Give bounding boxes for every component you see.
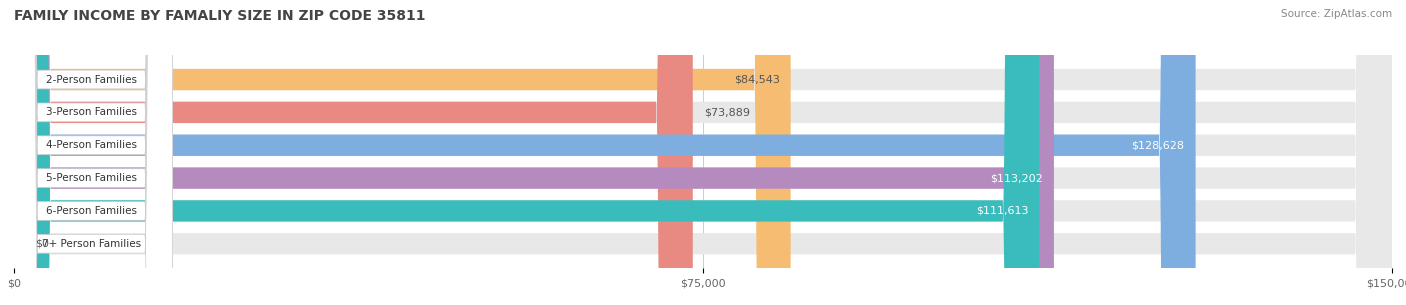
FancyBboxPatch shape bbox=[10, 0, 173, 305]
FancyBboxPatch shape bbox=[14, 0, 1392, 305]
FancyBboxPatch shape bbox=[14, 0, 1392, 305]
Text: $111,613: $111,613 bbox=[976, 206, 1028, 216]
Text: 4-Person Families: 4-Person Families bbox=[46, 140, 136, 150]
Text: 5-Person Families: 5-Person Families bbox=[46, 173, 136, 183]
Text: FAMILY INCOME BY FAMALIY SIZE IN ZIP CODE 35811: FAMILY INCOME BY FAMALIY SIZE IN ZIP COD… bbox=[14, 9, 426, 23]
FancyBboxPatch shape bbox=[14, 0, 790, 305]
FancyBboxPatch shape bbox=[10, 0, 173, 305]
FancyBboxPatch shape bbox=[14, 0, 1054, 305]
Text: 3-Person Families: 3-Person Families bbox=[46, 107, 136, 117]
Text: $0: $0 bbox=[35, 239, 49, 249]
FancyBboxPatch shape bbox=[14, 0, 1392, 305]
Text: $73,889: $73,889 bbox=[704, 107, 749, 117]
FancyBboxPatch shape bbox=[10, 0, 173, 305]
FancyBboxPatch shape bbox=[10, 0, 173, 305]
FancyBboxPatch shape bbox=[14, 0, 1392, 305]
Text: $84,543: $84,543 bbox=[734, 74, 780, 84]
FancyBboxPatch shape bbox=[14, 0, 1195, 305]
FancyBboxPatch shape bbox=[14, 0, 1392, 305]
Text: $128,628: $128,628 bbox=[1132, 140, 1185, 150]
FancyBboxPatch shape bbox=[14, 0, 693, 305]
Text: 2-Person Families: 2-Person Families bbox=[46, 74, 136, 84]
FancyBboxPatch shape bbox=[14, 0, 1039, 305]
Text: 6-Person Families: 6-Person Families bbox=[46, 206, 136, 216]
FancyBboxPatch shape bbox=[10, 0, 173, 305]
FancyBboxPatch shape bbox=[14, 0, 1392, 305]
FancyBboxPatch shape bbox=[10, 0, 173, 305]
Text: 7+ Person Families: 7+ Person Families bbox=[42, 239, 141, 249]
Text: Source: ZipAtlas.com: Source: ZipAtlas.com bbox=[1281, 9, 1392, 19]
Text: $113,202: $113,202 bbox=[990, 173, 1043, 183]
